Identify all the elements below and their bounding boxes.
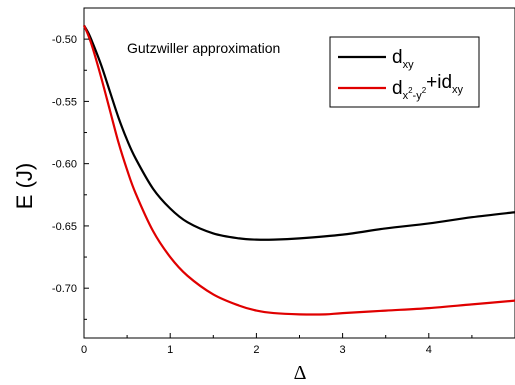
legend-label-series-1-main: d <box>392 47 403 68</box>
legend-label-series-2-dash: -y <box>413 90 423 102</box>
legend-label-series-2: dx2-y2+idxy <box>392 72 464 102</box>
legend-label-series-2-sup2: 2 <box>422 86 427 95</box>
y-axis-title: E (J) <box>12 163 37 209</box>
y-tick-label: -0.55 <box>52 96 77 108</box>
legend-label-series-2-sub2: xy <box>452 84 464 96</box>
legend-label-series-1-sub: xy <box>403 59 415 71</box>
legend-label-series-1: dxy <box>392 47 414 71</box>
y-tick-label: -0.65 <box>52 221 77 233</box>
x-tick-label: 2 <box>253 344 259 356</box>
legend: dxy dx2-y2+idxy <box>329 36 480 108</box>
x-tick-label: 1 <box>167 344 173 356</box>
legend-label-series-2-plus: +id <box>426 72 452 93</box>
x-tick-label: 4 <box>426 344 432 356</box>
legend-box <box>329 36 480 108</box>
legend-label-series-2-sup1: 2 <box>408 86 413 95</box>
x-axis-title: Δ <box>294 362 307 384</box>
x-tick-label: 0 <box>81 344 87 356</box>
y-tick-label: -0.70 <box>52 283 77 295</box>
y-tick-label: -0.60 <box>52 159 77 171</box>
annotation-label: Gutzwiller approximation <box>127 40 280 56</box>
legend-label-series-2-sub1: x <box>403 90 409 102</box>
series-line-1 <box>83 24 515 241</box>
y-tick-label: -0.50 <box>52 34 77 46</box>
series-line-2 <box>82 24 515 316</box>
legend-label-series-2-d1: d <box>392 78 403 99</box>
x-tick-label: 3 <box>340 344 346 356</box>
